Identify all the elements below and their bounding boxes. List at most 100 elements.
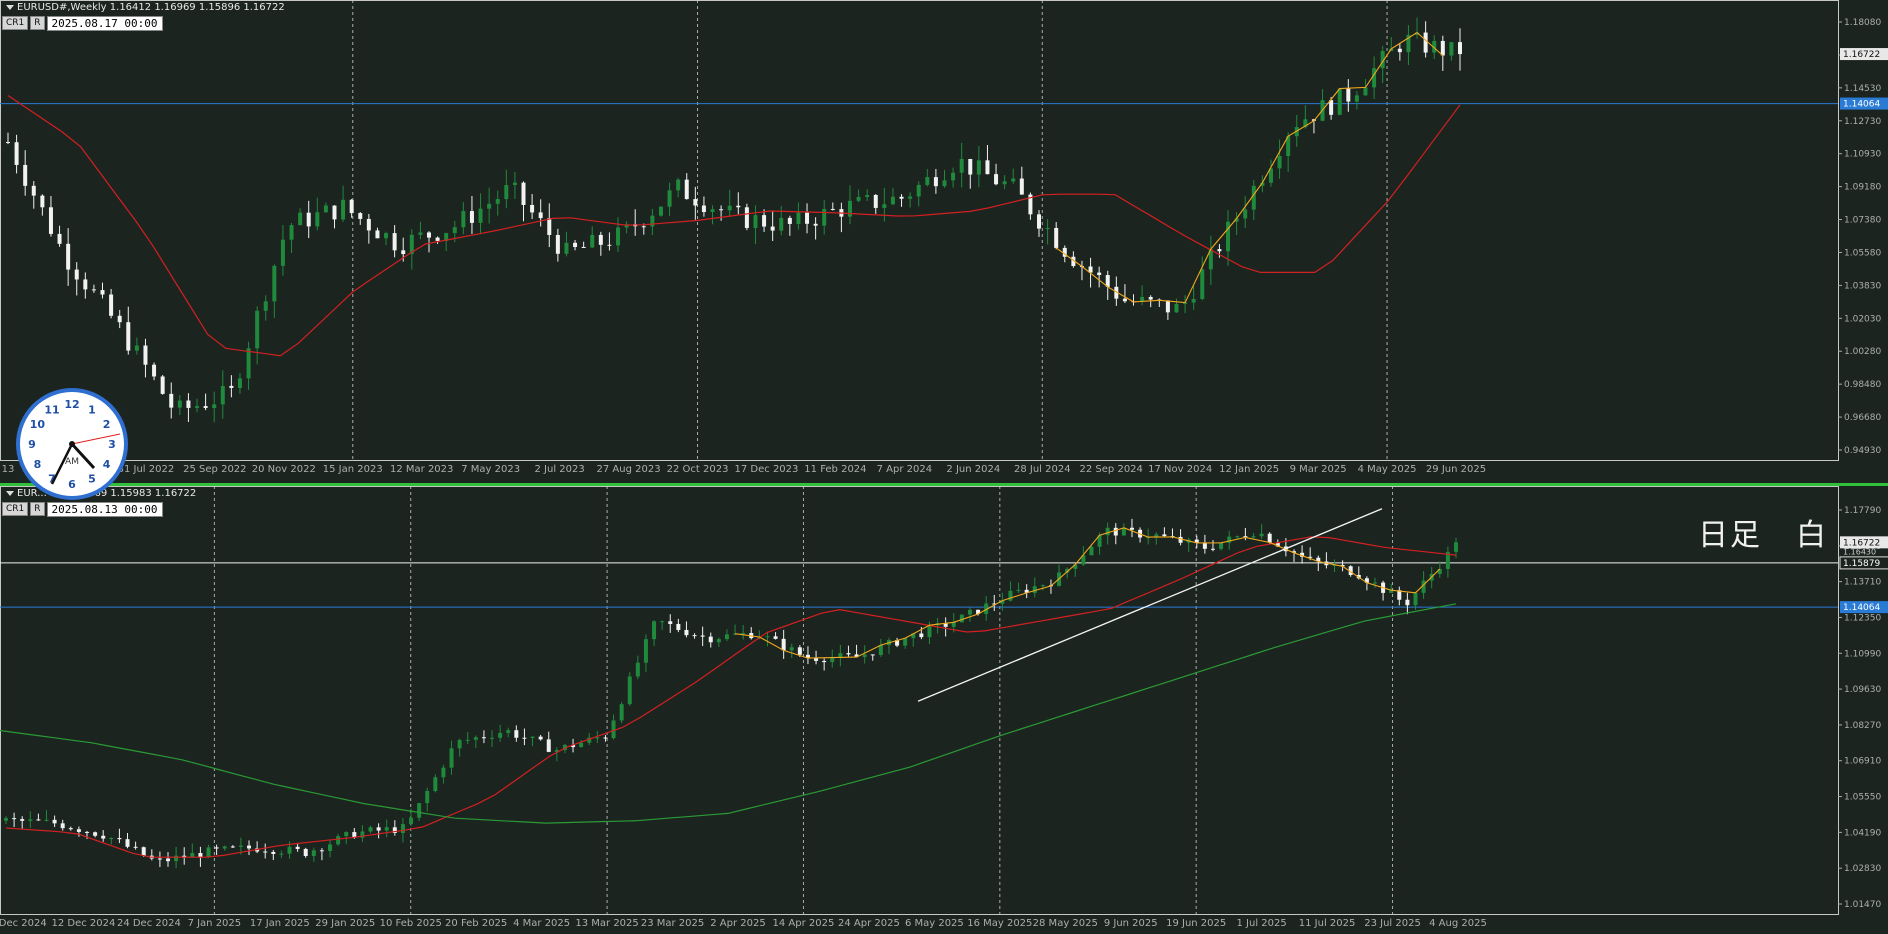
candle-body <box>846 653 851 655</box>
candle-body <box>1300 552 1305 557</box>
r-button[interactable]: R <box>30 16 45 30</box>
candle-body <box>1363 87 1368 96</box>
candle-body <box>870 654 875 656</box>
time-axis-label: 12 Dec 2024 <box>52 918 116 929</box>
candle-body <box>1114 286 1119 299</box>
r-button[interactable]: R <box>30 502 45 516</box>
candle-body <box>994 174 999 185</box>
candle-body <box>1340 564 1345 567</box>
candle-body <box>985 160 990 175</box>
clock-hour-number: 8 <box>34 458 42 471</box>
candle-body <box>6 142 10 144</box>
candle-body <box>360 831 365 838</box>
candle-body <box>1122 298 1127 302</box>
candle-body <box>400 824 405 833</box>
clock-am-label: AM <box>65 457 79 467</box>
candle-body <box>1024 589 1029 593</box>
candle-body <box>279 853 284 855</box>
candle-body <box>23 164 28 186</box>
candle-body <box>160 376 165 394</box>
current-price-tag <box>1840 536 1888 549</box>
candle-body <box>341 199 346 220</box>
candle-body <box>847 200 852 217</box>
candle-body <box>700 635 705 637</box>
candle-body <box>676 623 681 630</box>
candle-body <box>571 744 576 748</box>
candle-body <box>1260 182 1265 186</box>
candle-body <box>959 614 964 623</box>
candle-body <box>20 819 25 821</box>
candle-body <box>1154 534 1159 538</box>
time-axis-label: 11 Feb 2024 <box>804 464 866 475</box>
daily-chart-header: EUR... 59 1.16969 1.15983 1.16722 <box>6 488 196 499</box>
collapse-arrow-icon[interactable] <box>6 4 14 10</box>
plot-frame <box>0 0 1839 461</box>
candle-body <box>1275 542 1280 547</box>
candle-body <box>684 629 689 636</box>
clock-hour-number: 5 <box>88 473 96 486</box>
candle-body <box>865 194 870 197</box>
time-axis-label: 25 Sep 2022 <box>183 464 246 475</box>
candle-body <box>951 622 956 627</box>
price-axis-label: 1.08270 <box>1844 721 1881 731</box>
candle-body <box>1329 100 1334 115</box>
candle-body <box>1421 580 1426 593</box>
candle-body <box>83 279 88 290</box>
caption-right: 白 <box>1796 518 1828 553</box>
candle-body <box>409 234 414 255</box>
candle-body <box>1089 546 1094 556</box>
time-axis-label: 12 Jan 2025 <box>1219 464 1279 475</box>
time-axis-label: 20 Feb 2025 <box>445 918 507 929</box>
clock-hour-number: 10 <box>30 418 46 431</box>
price-axis-label: 1.00280 <box>1844 347 1881 357</box>
candle-body <box>814 658 819 661</box>
candle-body <box>298 212 303 226</box>
candle-body <box>74 269 79 280</box>
time-axis-label: 16 May 2025 <box>967 918 1032 929</box>
candle-body <box>1081 555 1086 565</box>
candle-body <box>60 823 65 829</box>
panel-divider[interactable] <box>0 483 1888 487</box>
candle-body <box>658 206 663 216</box>
candle-body <box>1332 564 1337 566</box>
candle-body <box>409 817 414 825</box>
weekly-date-box[interactable]: 2025.08.17 00:00 <box>46 16 163 31</box>
candle-body <box>495 199 500 204</box>
candle-body <box>368 827 373 832</box>
moving-average-red-line <box>5 536 1457 858</box>
candle-body <box>1413 592 1418 606</box>
candle-body <box>101 835 106 839</box>
candle-body <box>684 179 689 200</box>
cr1-button[interactable]: CR1 <box>2 16 29 30</box>
candle-body <box>1054 227 1059 248</box>
candle-body <box>692 635 697 637</box>
candle-body <box>48 207 53 234</box>
time-axis-label: 10 Feb 2025 <box>380 918 442 929</box>
candle-body <box>1372 582 1377 584</box>
blue-hline-price: 1.14064 <box>1843 603 1880 613</box>
collapse-arrow-icon[interactable] <box>6 490 14 496</box>
current-price-tag <box>1840 48 1888 61</box>
candle-body <box>1445 551 1450 569</box>
time-axis-label: 22 Oct 2023 <box>667 464 729 475</box>
clock-center <box>69 441 75 447</box>
candle-body <box>1389 48 1394 52</box>
candle-body <box>781 638 786 651</box>
price-axis-label: 1.17790 <box>1844 506 1881 516</box>
cr1-button[interactable]: CR1 <box>2 502 29 516</box>
candle-body <box>229 385 234 388</box>
candle-body <box>564 242 569 254</box>
candle-body <box>506 730 511 733</box>
candle-body <box>716 639 721 643</box>
candle-body <box>441 767 446 778</box>
time-axis-label: 23 Jul 2025 <box>1364 918 1421 929</box>
candle-body <box>263 301 268 311</box>
candle-body <box>134 345 139 351</box>
time-axis-label: 24 Dec 2024 <box>117 918 181 929</box>
daily-date-box[interactable]: 2025.08.13 00:00 <box>46 502 163 517</box>
candle-body <box>603 737 608 739</box>
